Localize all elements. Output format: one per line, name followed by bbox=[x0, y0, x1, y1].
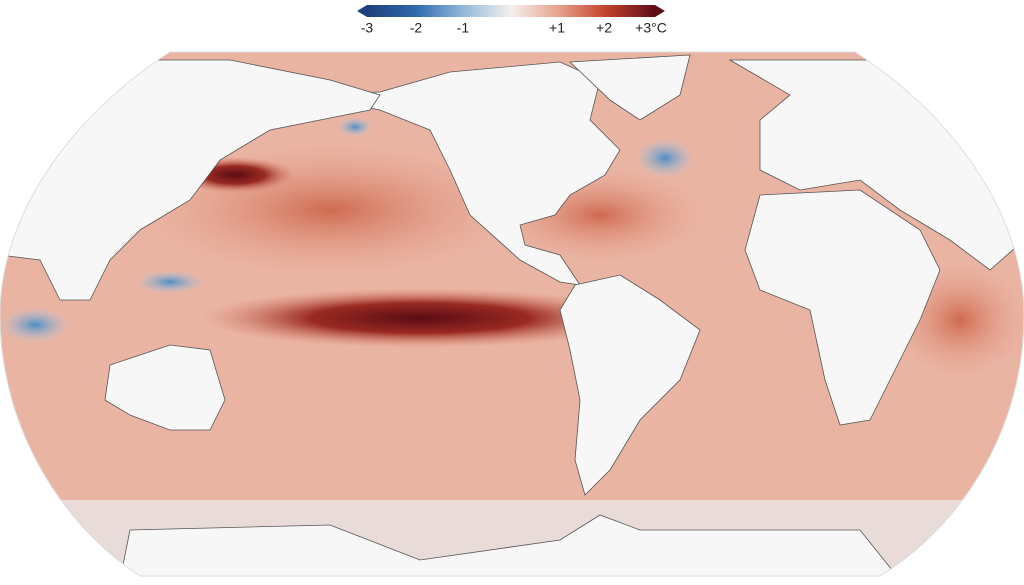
globe-outline bbox=[0, 51, 1024, 577]
colorbar-label: -2 bbox=[410, 20, 423, 36]
greenland bbox=[569, 54, 691, 121]
eurasia bbox=[0, 59, 1024, 301]
australia bbox=[104, 344, 226, 431]
map bbox=[0, 52, 1024, 576]
colorbar-gradient bbox=[367, 5, 655, 17]
colorbar-label: +2 bbox=[596, 20, 612, 36]
south-america bbox=[559, 274, 701, 496]
colorbar-label: +1 bbox=[549, 20, 565, 36]
colorbar-label: -3 bbox=[361, 20, 374, 36]
cool-anomaly bbox=[337, 117, 373, 137]
colorbar-end-high bbox=[655, 5, 665, 17]
cool-anomaly bbox=[135, 270, 205, 294]
africa bbox=[744, 189, 941, 426]
colorbar-end-low bbox=[357, 5, 367, 17]
antarctica bbox=[119, 514, 901, 576]
colorbar-label: +3°C bbox=[635, 20, 667, 36]
north-america bbox=[299, 61, 621, 286]
colorbar: -3 -2 -1 +1 +2 +3°C bbox=[357, 5, 667, 36]
cool-anomaly bbox=[0, 307, 70, 343]
el-nino-anomaly bbox=[200, 288, 640, 348]
colorbar-label: -1 bbox=[457, 20, 470, 36]
cool-anomaly bbox=[635, 138, 695, 178]
